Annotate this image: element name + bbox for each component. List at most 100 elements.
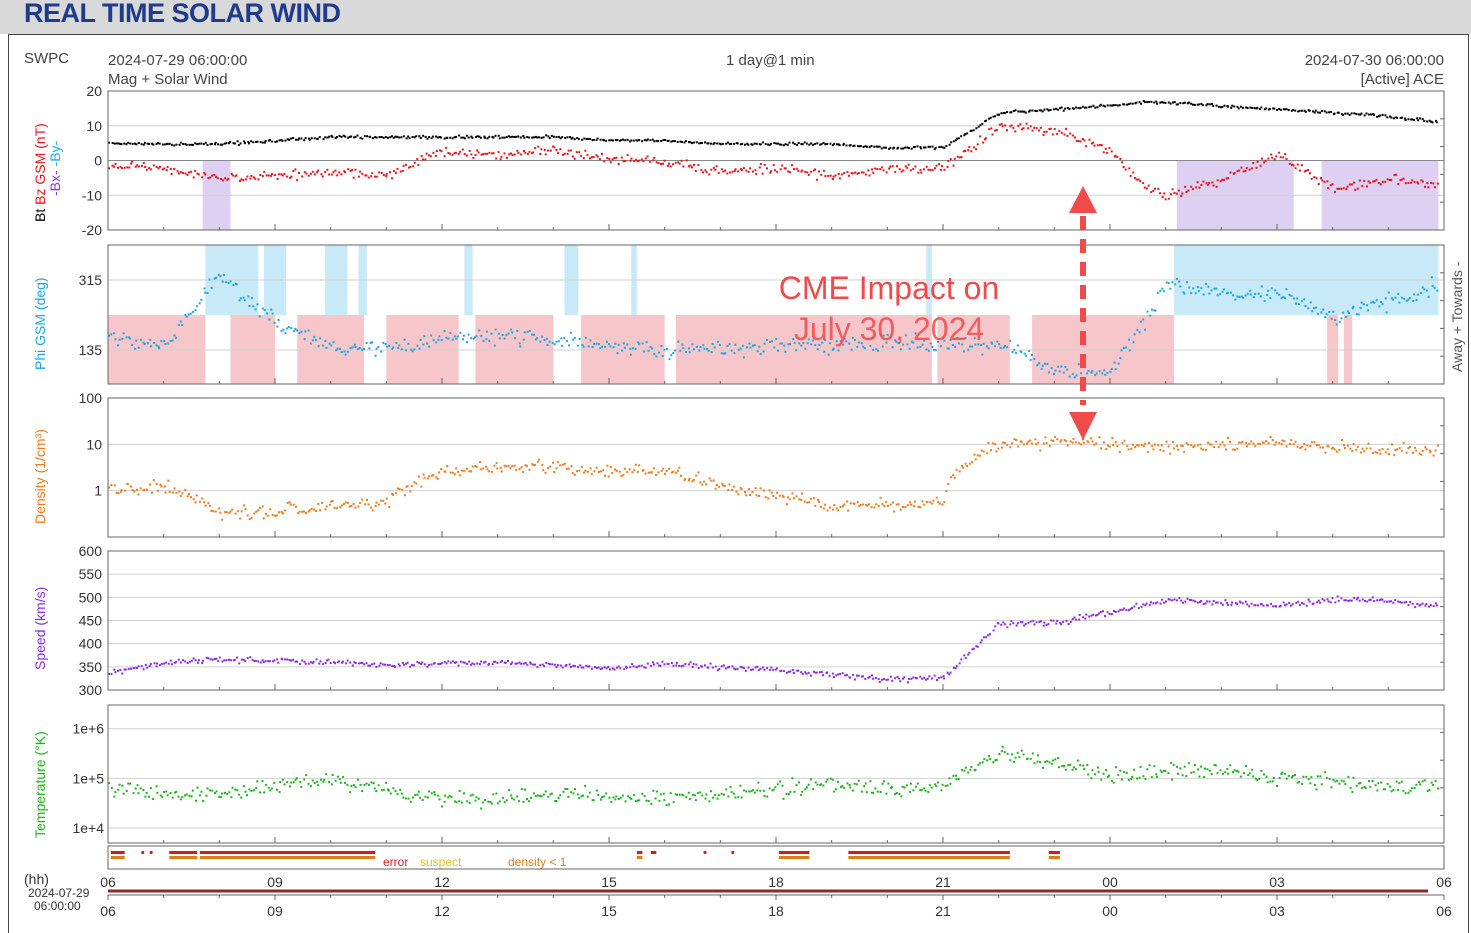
bt-point — [964, 133, 967, 135]
bz-point — [1270, 153, 1273, 156]
phi-point — [400, 348, 403, 351]
density-point — [149, 483, 152, 486]
temperature-point — [311, 779, 314, 782]
density-point — [231, 508, 234, 511]
temperature-point — [825, 780, 828, 783]
bt-point — [698, 142, 701, 145]
density-point — [361, 498, 364, 501]
density-point — [712, 479, 715, 482]
bt-point — [304, 137, 307, 140]
phi-point — [1425, 289, 1428, 292]
speed-point — [1006, 626, 1009, 629]
density-point — [1356, 445, 1359, 448]
bz-point — [1071, 134, 1074, 137]
temperature-point — [634, 800, 637, 803]
temperature-point — [1181, 774, 1184, 777]
phi-point — [507, 332, 510, 335]
density-point — [571, 472, 574, 475]
phi-point — [430, 334, 433, 337]
density-point — [1056, 438, 1059, 441]
phi-point — [1230, 291, 1232, 294]
speed-point — [229, 659, 232, 662]
bt-point — [1131, 102, 1134, 105]
speed-point — [1364, 600, 1366, 602]
density-point — [1054, 435, 1057, 438]
bt-point — [123, 142, 126, 145]
phi-point — [1106, 372, 1109, 374]
phi-point — [466, 341, 468, 344]
temperature-point — [602, 795, 605, 798]
bt-point — [396, 135, 399, 138]
bt-point — [191, 144, 194, 146]
speed-point — [603, 666, 606, 669]
speed-point — [651, 661, 654, 664]
density-point — [914, 500, 917, 503]
bt-point — [1283, 108, 1286, 111]
bt-point — [1370, 113, 1372, 116]
temperature-point — [895, 792, 898, 794]
temperature-point — [1352, 776, 1355, 779]
density-point — [623, 467, 626, 470]
speed-point — [1224, 599, 1227, 602]
bt-point — [1077, 107, 1080, 110]
speed-point — [1257, 604, 1259, 607]
density-point — [1271, 439, 1274, 441]
phi-point — [142, 341, 145, 344]
bt-point — [1059, 107, 1061, 110]
speed-point — [473, 663, 476, 666]
bz-point — [935, 164, 938, 167]
temperature-point — [1192, 771, 1195, 774]
bt-point — [1394, 116, 1397, 119]
speed-point — [1234, 602, 1237, 604]
density-point — [113, 484, 116, 487]
bz-point — [1238, 169, 1241, 172]
bz-point — [1275, 155, 1278, 158]
density-point — [1098, 436, 1101, 439]
bt-point — [758, 143, 761, 146]
temperature-point — [1380, 781, 1383, 784]
speed-point — [142, 668, 145, 671]
bz-point — [1180, 195, 1183, 197]
speed-point — [1052, 619, 1055, 622]
temperature-point — [1244, 765, 1247, 767]
density-point — [415, 482, 418, 485]
phi-point — [1128, 338, 1131, 341]
temperature-point — [1305, 775, 1308, 778]
phi-point — [784, 350, 787, 353]
density-point — [1209, 443, 1212, 446]
temperature-point — [377, 784, 380, 787]
bt-point — [1256, 106, 1259, 109]
density-point — [906, 504, 909, 507]
bz-point — [714, 168, 717, 171]
density-point — [966, 465, 969, 467]
temperature-point — [994, 759, 997, 762]
bt-point — [1002, 112, 1005, 114]
phi-point — [1249, 289, 1252, 292]
phi-point — [290, 327, 293, 330]
density-flag-mark — [199, 856, 376, 859]
temperature-point — [816, 783, 819, 786]
bt-point — [1198, 103, 1201, 106]
density-point — [1275, 441, 1278, 444]
bt-point — [1330, 110, 1333, 113]
phi-point — [1047, 371, 1050, 374]
bz-point — [1147, 184, 1150, 187]
density-point — [339, 506, 342, 509]
speed-point — [310, 661, 312, 664]
speed-point — [1246, 603, 1249, 606]
temperature-point — [1382, 788, 1385, 791]
phi-point — [1073, 376, 1076, 379]
temperature-point — [339, 781, 342, 784]
density-point — [218, 507, 221, 510]
bz-point — [1353, 181, 1355, 184]
bz-point — [1223, 178, 1225, 181]
temperature-point — [846, 782, 849, 785]
phi-point — [1288, 293, 1291, 296]
density-point — [370, 506, 373, 509]
density-point — [479, 468, 482, 471]
temperature-point — [663, 799, 666, 802]
density-point — [1165, 440, 1168, 443]
bt-point — [589, 137, 592, 140]
error-flag-mark — [650, 851, 657, 854]
speed-point — [1220, 602, 1223, 605]
